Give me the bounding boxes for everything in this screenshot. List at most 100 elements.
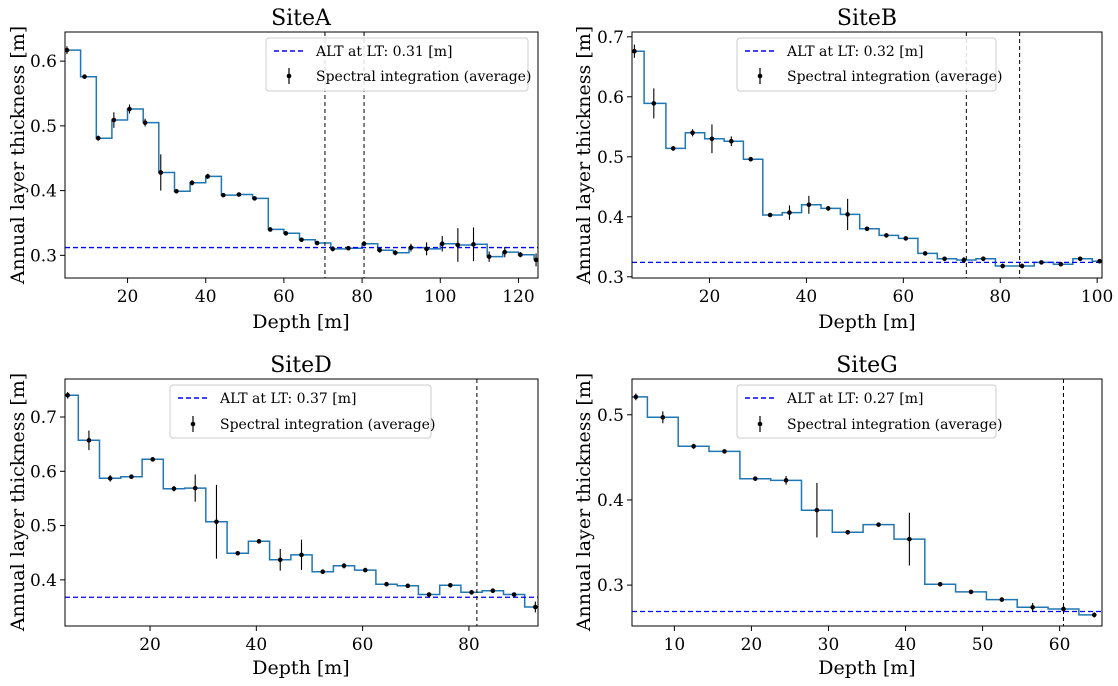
data-point: [632, 48, 637, 54]
legend-alt-label: ALT at LT: 0.27 [m]: [786, 391, 923, 407]
data-point: [748, 156, 754, 162]
data-point: [86, 438, 92, 443]
data-point: [320, 569, 326, 575]
x-tick-label: 20: [117, 287, 139, 307]
data-point: [330, 246, 336, 252]
data-point: [533, 604, 538, 610]
x-tick-label: 20: [741, 635, 763, 655]
data-point: [214, 519, 219, 525]
y-tick-label: 0.7: [30, 408, 57, 428]
x-axis-label: Depth [m]: [252, 657, 349, 679]
legend-spectral-marker: [757, 421, 763, 427]
data-point: [384, 581, 389, 587]
data-point: [922, 251, 928, 256]
y-tick-label: 0.4: [30, 182, 57, 202]
x-tick-label: 120: [502, 287, 534, 307]
plot-content: [632, 32, 1102, 278]
data-point: [127, 106, 132, 112]
data-point: [142, 120, 148, 125]
data-point: [65, 47, 70, 53]
y-tick-label: 0.3: [597, 268, 624, 288]
data-point: [1019, 263, 1025, 269]
y-axis-label: Annual layer thickness [m]: [7, 26, 29, 285]
x-tick-label: 60: [273, 287, 295, 307]
plot-content: [632, 379, 1102, 626]
x-tick-label: 80: [989, 287, 1011, 307]
legend-box: [736, 384, 997, 439]
axes-frame: [631, 31, 1103, 279]
data-point: [1091, 612, 1097, 618]
data-point: [82, 74, 87, 79]
x-tick-label: 60: [893, 287, 915, 307]
legend-spectral-label: Spectral integration (average): [787, 69, 1002, 85]
data-point: [633, 394, 639, 400]
data-point: [189, 180, 195, 186]
data-point: [299, 552, 304, 558]
data-point: [490, 588, 496, 594]
x-tick-label: 100: [1081, 287, 1113, 307]
data-point: [968, 589, 974, 595]
data-point: [256, 539, 262, 544]
data-point: [252, 196, 257, 201]
legend-spectral-label: Spectral integration (average): [316, 69, 531, 85]
legend: ALT at LT: 0.32 [m] Spectral integration…: [736, 37, 1002, 92]
y-tick-label: 0.4: [30, 571, 57, 591]
data-point: [691, 443, 696, 449]
data-point: [660, 415, 666, 420]
x-tick-label: 100: [424, 287, 456, 307]
panel-site-g: SiteG 0.3 0.4 0.5 10 20 30 40 50 60 Depth [m] A…: [573, 353, 1103, 679]
y-tick-label: 0.6: [597, 88, 624, 108]
data-point: [876, 522, 881, 527]
data-point: [341, 563, 347, 569]
y-tick-label: 0.4: [597, 208, 624, 228]
data-point: [1058, 261, 1064, 267]
data-point: [361, 241, 367, 246]
data-point: [65, 392, 70, 398]
data-point: [884, 233, 889, 238]
data-point: [129, 474, 134, 480]
data-point: [1000, 263, 1005, 269]
x-tick-label: 80: [351, 287, 373, 307]
data-point: [426, 592, 432, 597]
x-axis-label: Depth [m]: [818, 657, 915, 679]
data-point: [455, 242, 461, 248]
data-point: [1077, 256, 1083, 262]
legend-alt-label: ALT at LT: 0.31 [m]: [315, 44, 452, 60]
y-tick-label: 0.6: [30, 52, 57, 72]
step-line: [632, 396, 1095, 616]
data-point: [174, 188, 179, 194]
x-tick-label: 40: [195, 287, 217, 307]
data-point: [448, 582, 453, 588]
data-point: [767, 212, 773, 218]
x-tick-label: 40: [895, 635, 917, 655]
x-tick-label: 60: [352, 635, 374, 655]
data-point: [1030, 604, 1035, 610]
data-point: [961, 257, 967, 263]
x-tick-label: 80: [458, 635, 480, 655]
x-tick-label: 40: [796, 287, 818, 307]
data-point: [405, 583, 411, 589]
y-tick-label: 0.5: [30, 117, 57, 137]
data-point: [267, 227, 273, 232]
data-point: [95, 135, 101, 141]
data-point: [377, 247, 382, 253]
legend-spectral-label: Spectral integration (average): [787, 417, 1002, 433]
x-ticks: 20 40 60 80: [139, 626, 480, 655]
data-point: [111, 117, 117, 123]
data-point: [408, 245, 414, 250]
legend-box: [169, 384, 432, 439]
panel-site-a: SiteA 0.3 0.4 0.5 0.6 20 40 60 80 100 120 Depth …: [7, 6, 539, 333]
legend-box: [265, 37, 529, 92]
data-point: [236, 192, 242, 197]
x-tick-label: 20: [139, 635, 161, 655]
x-ticks: 10 20 30 40 50 60: [664, 626, 1070, 655]
data-point: [690, 130, 695, 136]
x-tick-label: 10: [664, 635, 686, 655]
y-ticks: 0.3 0.4 0.5: [597, 406, 632, 596]
data-point: [469, 590, 474, 595]
y-tick-label: 0.5: [597, 406, 624, 426]
data-point: [511, 592, 517, 597]
data-point: [346, 245, 351, 251]
data-point: [1039, 260, 1044, 265]
data-point: [192, 485, 198, 491]
